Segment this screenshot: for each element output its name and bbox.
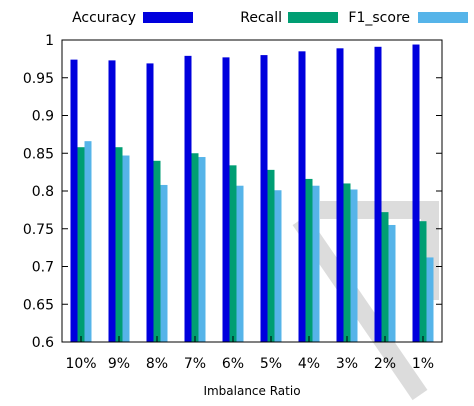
legend-swatch — [288, 12, 338, 23]
y-tick-label: 0.95 — [23, 71, 54, 87]
bar-f1-score — [350, 189, 358, 342]
y-tick-label: 0.8 — [32, 184, 54, 200]
legend-swatch — [418, 12, 468, 23]
bar-f1-score — [198, 157, 206, 342]
bar-accuracy — [108, 60, 116, 342]
x-tick-label: 10% — [65, 356, 96, 372]
x-tick-label: 4% — [298, 356, 320, 372]
bar-accuracy — [336, 48, 344, 343]
y-tick-label: 1 — [45, 33, 54, 49]
bar-accuracy — [222, 57, 230, 343]
bar-recall — [267, 169, 275, 342]
bar-recall — [343, 183, 351, 342]
legend-swatch — [143, 12, 193, 23]
y-axis: 0.6 0.65 0.7 0.75 0.8 0.85 0.9 0.95 1 — [23, 33, 442, 351]
bar-accuracy — [412, 44, 420, 342]
bar-recall — [229, 165, 237, 342]
legend-label: Accuracy — [72, 10, 136, 26]
bar-recall — [305, 178, 313, 342]
x-tick-label: 2% — [374, 356, 396, 372]
x-tick-label: 6% — [222, 356, 244, 372]
bar-recall — [381, 212, 389, 342]
bar-recall — [191, 153, 199, 342]
y-tick-label: 0.85 — [23, 146, 54, 162]
x-axis: 10% 9% 8% 7% 6% 5% 4% 3% 2% 1% — [65, 336, 434, 372]
x-tick-label: 3% — [336, 356, 358, 372]
x-tick-label: 9% — [108, 356, 130, 372]
bar-f1-score — [236, 185, 244, 342]
bar-f1-score — [160, 184, 168, 342]
x-tick-label: 8% — [146, 356, 168, 372]
x-axis-title: Imbalance Ratio — [203, 384, 300, 398]
bar-accuracy — [146, 63, 154, 342]
legend: Accuracy Recall F1_score — [72, 10, 468, 26]
x-tick-label: 1% — [412, 356, 434, 372]
bar-recall — [77, 147, 85, 342]
x-tick-label: 7% — [184, 356, 206, 372]
bar-f1-score — [388, 224, 396, 342]
bar-f1-score — [122, 155, 130, 342]
bar-f1-score — [84, 141, 92, 342]
y-tick-label: 0.7 — [32, 260, 54, 276]
bar-recall — [153, 160, 161, 342]
bar-recall — [115, 147, 123, 342]
y-tick-label: 0.6 — [32, 335, 54, 351]
bars — [70, 44, 434, 343]
bar-accuracy — [374, 46, 382, 343]
bar-accuracy — [70, 59, 78, 342]
x-tick-label: 5% — [260, 356, 282, 372]
y-tick-label: 0.9 — [32, 109, 54, 125]
bar-f1-score — [426, 257, 434, 342]
y-tick-label: 0.75 — [23, 222, 54, 238]
bar-f1-score — [312, 185, 320, 342]
y-tick-label: 0.65 — [23, 297, 54, 313]
legend-label: Recall — [240, 10, 282, 26]
legend-label: F1_score — [348, 10, 410, 26]
bar-accuracy — [184, 55, 192, 342]
bar-f1-score — [274, 190, 282, 342]
bar-accuracy — [298, 51, 306, 342]
bar-recall — [419, 221, 427, 342]
bar-accuracy — [260, 55, 268, 342]
